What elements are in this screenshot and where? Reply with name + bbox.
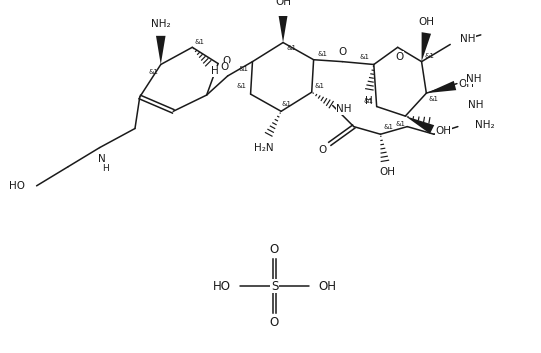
Text: O: O — [222, 56, 231, 66]
Text: OH: OH — [319, 280, 337, 293]
Text: HO: HO — [9, 181, 25, 191]
Text: &1: &1 — [195, 38, 205, 44]
Text: OH: OH — [436, 126, 452, 136]
Text: O: O — [338, 47, 346, 57]
Text: OH: OH — [379, 167, 395, 178]
Text: &1: &1 — [363, 98, 373, 104]
Text: H: H — [365, 96, 373, 106]
Text: &1: &1 — [282, 101, 292, 107]
Text: NH: NH — [337, 104, 352, 114]
Text: &1: &1 — [317, 51, 327, 57]
Text: &1: &1 — [287, 45, 296, 51]
Text: NH₂: NH₂ — [151, 19, 170, 29]
Text: &1: &1 — [237, 83, 247, 89]
Text: OH: OH — [275, 0, 291, 7]
Text: HO: HO — [213, 280, 230, 293]
Text: O: O — [221, 62, 229, 72]
Text: &1: &1 — [429, 96, 439, 102]
Polygon shape — [421, 32, 431, 62]
Polygon shape — [405, 116, 434, 134]
Polygon shape — [426, 81, 456, 93]
Text: O: O — [270, 316, 279, 329]
Text: H₂N: H₂N — [254, 143, 274, 152]
Polygon shape — [278, 14, 288, 42]
Text: &1: &1 — [424, 53, 434, 59]
Text: &1: &1 — [239, 66, 249, 72]
Text: NH: NH — [469, 100, 484, 110]
Text: O: O — [395, 52, 404, 62]
Text: NH: NH — [460, 34, 476, 44]
Polygon shape — [156, 36, 166, 65]
Text: OH: OH — [458, 79, 474, 89]
Text: O: O — [318, 144, 326, 155]
Text: &1: &1 — [148, 69, 158, 75]
Text: H: H — [212, 66, 219, 76]
Text: &1: &1 — [395, 121, 406, 127]
Text: NH: NH — [466, 74, 482, 84]
Text: NH₂: NH₂ — [475, 120, 494, 130]
Text: O: O — [270, 243, 279, 256]
Text: &1: &1 — [383, 124, 393, 130]
Text: H: H — [102, 164, 109, 173]
Text: OH: OH — [418, 17, 434, 26]
Text: OH: OH — [418, 17, 434, 26]
Text: N: N — [98, 154, 105, 164]
Text: S: S — [270, 280, 278, 293]
Text: &1: &1 — [359, 54, 370, 60]
Text: &1: &1 — [314, 83, 325, 89]
